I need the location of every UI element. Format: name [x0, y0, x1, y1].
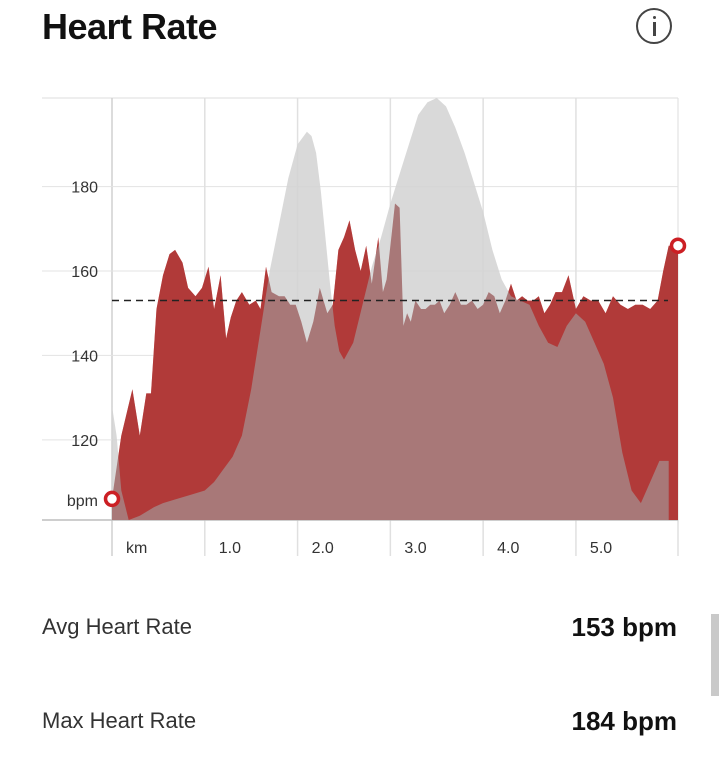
y-tick-label: 180	[71, 180, 98, 197]
y-axis-label: bpm	[67, 493, 98, 510]
page-title: Heart Rate	[42, 6, 218, 47]
y-tick-label: 160	[71, 264, 98, 281]
x-tick-label: 5.0	[590, 540, 612, 557]
x-tick-label: 2.0	[312, 540, 334, 557]
y-tick-label: 120	[71, 433, 98, 450]
info-icon-dot	[653, 16, 656, 19]
avg-heart-rate-label: Avg Heart Rate	[42, 614, 193, 639]
x-tick-label: 1.0	[219, 540, 241, 557]
chart-labels: 120 140 160 180 1.0 2.0 3.0 4.0 5.0 km bpm	[67, 180, 612, 557]
x-tick-label: 4.0	[497, 540, 519, 557]
chart-areas	[112, 98, 678, 520]
marker-end	[669, 237, 687, 254]
scrollbar[interactable]	[711, 614, 719, 696]
x-axis-label: km	[126, 540, 147, 557]
x-tick-label: 3.0	[404, 540, 426, 557]
y-tick-label: 140	[71, 348, 98, 365]
chart-overlay	[103, 237, 687, 508]
marker-start	[103, 490, 121, 508]
max-heart-rate-label: Max Heart Rate	[42, 708, 197, 733]
max-heart-rate-value: 184 bpm	[571, 706, 678, 736]
info-icon-bar	[653, 22, 656, 36]
overlap-area-shade	[112, 203, 678, 520]
avg-heart-rate-value: 153 bpm	[571, 612, 678, 642]
heart-rate-chart: 120 140 160 180 1.0 2.0 3.0 4.0 5.0 km bpm	[42, 97, 687, 557]
info-icon[interactable]	[636, 8, 672, 44]
